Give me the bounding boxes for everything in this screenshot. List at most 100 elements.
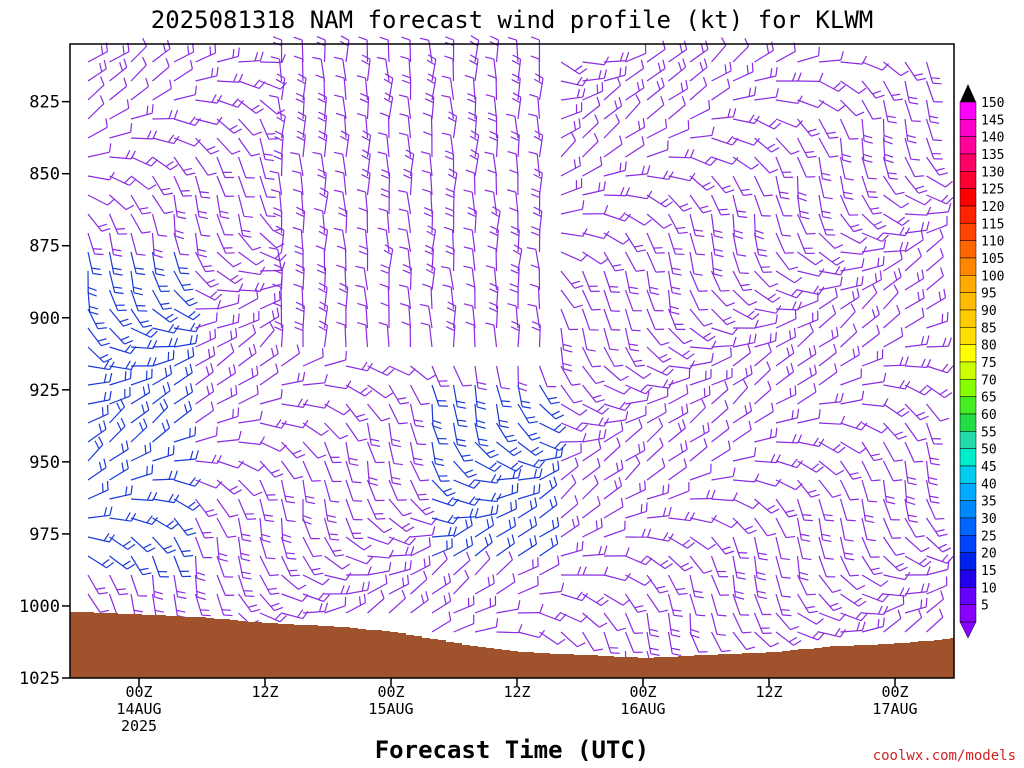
- wind-barb: [259, 53, 286, 64]
- wind-barb: [333, 56, 347, 82]
- wind-barb: [431, 496, 460, 507]
- wind-barb: [775, 517, 796, 539]
- wind-barb: [216, 98, 245, 108]
- wind-barb: [581, 308, 599, 331]
- wind-barb: [194, 517, 214, 539]
- wind-barb: [216, 175, 235, 197]
- wind-barb: [474, 403, 486, 429]
- wind-barb: [173, 137, 201, 147]
- wind-barb: [151, 175, 173, 196]
- colorbar-label: 15: [981, 564, 997, 579]
- wind-barb: [87, 436, 104, 462]
- wind-barb: [474, 441, 499, 459]
- wind-barb: [401, 321, 412, 348]
- wind-barb: [926, 248, 944, 272]
- wind-barb: [732, 86, 757, 101]
- wind-barb: [603, 161, 627, 177]
- wind-barb: [532, 206, 543, 234]
- wind-barb: [603, 187, 631, 197]
- colorbar-swatch: [959, 188, 977, 207]
- wind-barb: [861, 349, 884, 367]
- wind-barb: [925, 460, 938, 486]
- wind-barb: [495, 365, 510, 390]
- wind-barb: [710, 612, 727, 636]
- wind-barb: [926, 560, 950, 576]
- wind-barb: [259, 419, 287, 429]
- wind-barb: [173, 213, 185, 240]
- wind-barb: [345, 593, 367, 614]
- wind-barb: [926, 175, 953, 188]
- wind-barb: [130, 464, 154, 481]
- wind-barb: [646, 365, 674, 376]
- wind-barb: [711, 368, 733, 386]
- wind-barb: [646, 379, 674, 389]
- wind-barb: [109, 42, 130, 63]
- wind-barb: [925, 61, 942, 85]
- wind-barb: [463, 189, 476, 215]
- wind-barb: [302, 517, 320, 540]
- colorbar-swatch: [959, 240, 977, 259]
- wind-barb: [216, 460, 245, 469]
- wind-barb: [818, 555, 836, 578]
- colorbar-label: 35: [981, 495, 997, 510]
- wind-barb: [173, 536, 194, 558]
- wind-barb: [796, 498, 813, 522]
- wind-barb: [453, 516, 473, 538]
- wind-barb: [668, 403, 689, 424]
- wind-barb: [474, 550, 491, 576]
- wind-barb: [323, 517, 340, 541]
- wind-barb: [925, 99, 940, 124]
- wind-barb: [487, 245, 498, 272]
- wind-barb: [753, 593, 772, 616]
- wind-barb: [796, 593, 818, 614]
- wind-barb: [484, 189, 498, 215]
- wind-barb: [334, 170, 347, 196]
- wind-barb: [732, 631, 756, 651]
- wind-barb: [130, 536, 156, 553]
- wind-barb: [904, 175, 928, 194]
- wind-barb: [151, 251, 165, 277]
- wind-barb: [367, 549, 394, 559]
- wind-barb: [775, 137, 800, 155]
- wind-barb: [87, 194, 115, 206]
- wind-barb: [625, 528, 652, 538]
- wind-barb: [423, 207, 434, 234]
- wind-barb: [861, 305, 880, 329]
- wind-barb: [108, 270, 124, 295]
- wind-barb: [732, 379, 749, 405]
- wind-barb: [496, 469, 522, 481]
- wind-barb: [237, 536, 251, 562]
- wind-barb: [582, 475, 599, 500]
- wind-barb: [883, 241, 909, 253]
- wind-barb: [646, 77, 665, 101]
- wind-barb: [926, 517, 948, 537]
- wind-barb: [469, 35, 480, 63]
- wind-barb: [431, 365, 450, 387]
- wind-barb: [130, 194, 152, 215]
- wind-barb: [130, 401, 150, 424]
- wind-barb: [926, 608, 944, 633]
- wind-barb: [603, 135, 623, 158]
- wind-barb: [646, 612, 660, 638]
- wind-barb: [840, 275, 864, 291]
- wind-barb: [151, 194, 174, 215]
- wind-barb: [108, 232, 123, 257]
- wind-barb: [194, 194, 208, 220]
- wind-barb: [259, 479, 278, 501]
- wind-barb: [560, 289, 583, 309]
- wind-barb: [711, 440, 731, 462]
- wind-barb: [603, 401, 632, 412]
- wind-barb: [904, 194, 932, 206]
- wind-barb: [302, 400, 330, 409]
- wind-barb: [582, 82, 604, 101]
- wind-barb: [646, 574, 669, 594]
- wind-barb: [711, 399, 729, 424]
- wind-barb: [840, 80, 867, 94]
- wind-barb: [195, 66, 219, 82]
- wind-barb: [754, 66, 778, 82]
- wind-barb: [582, 457, 601, 481]
- wind-barb: [388, 560, 412, 576]
- wind-barb: [496, 516, 517, 538]
- wind-barb: [775, 270, 803, 284]
- wind-barb: [582, 96, 601, 120]
